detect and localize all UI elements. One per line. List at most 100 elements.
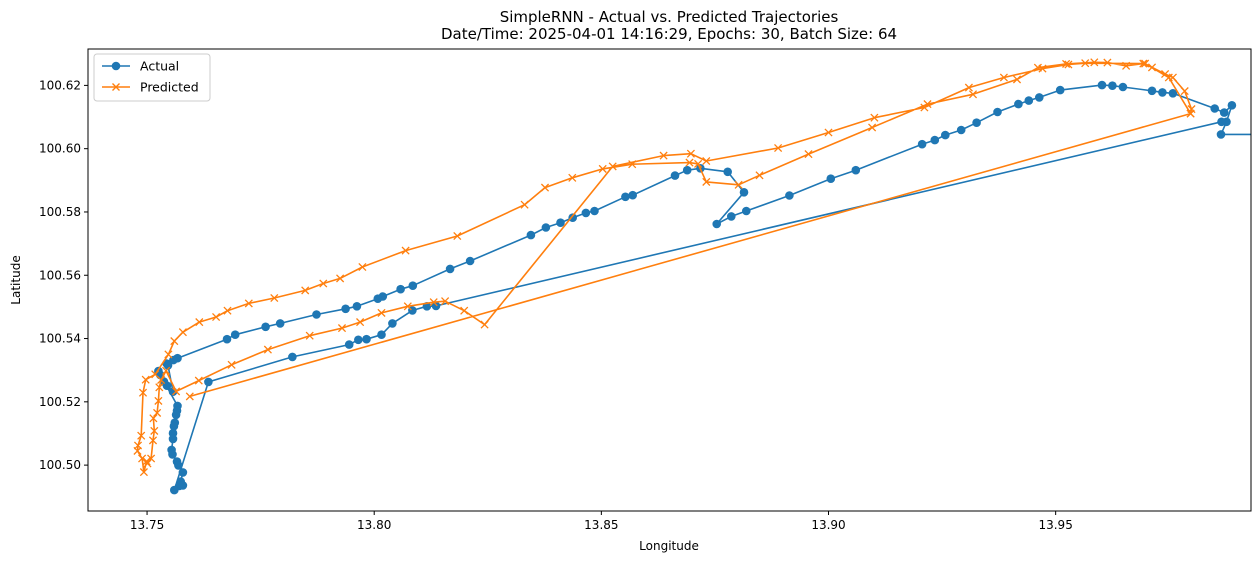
data-point-actual [431,301,441,311]
data-point-predicted [137,431,146,440]
data-point-actual [568,213,577,222]
data-point-actual [670,171,680,180]
data-point-actual [352,302,362,311]
data-point-predicted [1139,59,1148,68]
data-point-predicted [223,306,232,315]
legend-predicted-marker [112,83,120,91]
data-point-predicted [133,446,142,455]
data-point-predicted [453,231,462,241]
data-point-actual [917,139,927,149]
data-point-actual [712,219,721,229]
data-point-predicted [337,324,347,333]
x-tick-label: 13.80 [357,518,391,532]
data-point-actual [341,304,350,314]
data-point-predicted [460,306,469,315]
data-point-predicted [150,426,159,435]
data-point-actual [742,206,751,216]
data-point-predicted [172,387,181,396]
y-axis-label: Latitude [9,255,23,304]
data-point-actual [388,319,397,328]
data-point-actual [621,192,630,202]
data-point-predicted [154,396,163,405]
data-point-actual [1217,117,1226,127]
data-point-predicted [804,150,813,159]
data-point-actual [785,191,794,200]
data-point-actual [275,319,285,328]
data-point-predicted [868,123,877,132]
data-point-predicted [153,408,162,417]
chart-title: SimpleRNN - Actual vs. Predicted Traject… [500,8,839,26]
data-point-predicted [141,375,150,384]
data-point-actual [723,167,732,177]
data-point-actual [261,322,270,332]
data-point-actual [230,330,240,340]
data-point-predicted [185,392,194,401]
data-point-actual [168,450,177,459]
data-point-predicted [734,180,743,189]
data-point-predicted [870,113,879,122]
chart-subtitle: Date/Time: 2025-04-01 14:16:29, Epochs: … [441,25,897,43]
y-tick-label: 100.52 [39,395,81,409]
legend: Actual Predicted [93,53,211,102]
data-point-predicted [1081,59,1090,68]
data-point-predicted [1122,61,1131,70]
data-point-predicted [263,345,272,354]
data-point-actual [178,468,188,477]
data-point-actual [288,352,297,362]
data-point-predicted [377,308,386,317]
data-point-predicted [155,383,164,392]
series-layer [133,58,1251,495]
data-point-predicted [336,274,345,283]
data-point-actual [727,212,736,221]
data-point-predicted [301,286,310,295]
data-point-predicted [1147,63,1157,72]
data-point-predicted [608,162,617,171]
data-point-predicted [142,457,151,466]
data-point-actual [169,421,179,431]
data-point-predicted [170,337,179,346]
data-point-predicted [164,350,173,359]
series-predicted [133,58,1196,477]
data-point-predicted [178,328,187,337]
x-axis: 13.75 13.80 13.85 13.90 13.95 [130,511,1073,532]
data-point-actual [739,188,749,197]
data-point-predicted [1012,75,1022,84]
data-point-predicted [964,83,973,92]
data-point-predicted [1141,59,1150,68]
data-point-actual [1024,96,1034,105]
data-point-actual [1118,82,1128,92]
data-point-predicted [1180,87,1189,96]
x-axis-label: Longitude [639,539,699,553]
data-point-actual [465,256,475,266]
data-point-actual [851,165,861,175]
data-point-predicted [212,312,221,322]
data-point-predicted [305,331,314,340]
data-point-actual [373,294,383,304]
data-point-predicted [686,149,695,158]
data-point-predicted [702,177,711,186]
data-point-predicted [540,183,550,192]
y-tick-label: 100.60 [39,142,81,156]
data-point-predicted [138,388,148,397]
data-point-actual [408,281,418,291]
data-point-actual [1168,89,1178,98]
data-point-actual [590,206,599,216]
data-point-actual [163,361,173,370]
x-tick-label: 13.90 [811,518,845,532]
data-point-actual [1108,81,1117,90]
data-point-actual [354,335,363,345]
data-point-predicted [227,360,236,369]
data-point-actual [826,174,836,183]
data-point-predicted [824,128,833,137]
legend-actual-label: Actual [140,59,179,74]
data-point-actual [174,461,183,470]
data-point-actual [1227,101,1237,110]
y-tick-label: 100.58 [39,205,81,219]
data-point-actual [628,190,637,200]
data-point-predicted [1064,60,1073,69]
data-point-actual [222,334,232,344]
data-point-predicted [148,436,158,445]
data-point-actual [1219,108,1229,117]
y-axis: 100.50 100.52 100.54 100.56 100.58 100.60 100.… [39,78,88,472]
data-point-predicted [1038,64,1047,73]
